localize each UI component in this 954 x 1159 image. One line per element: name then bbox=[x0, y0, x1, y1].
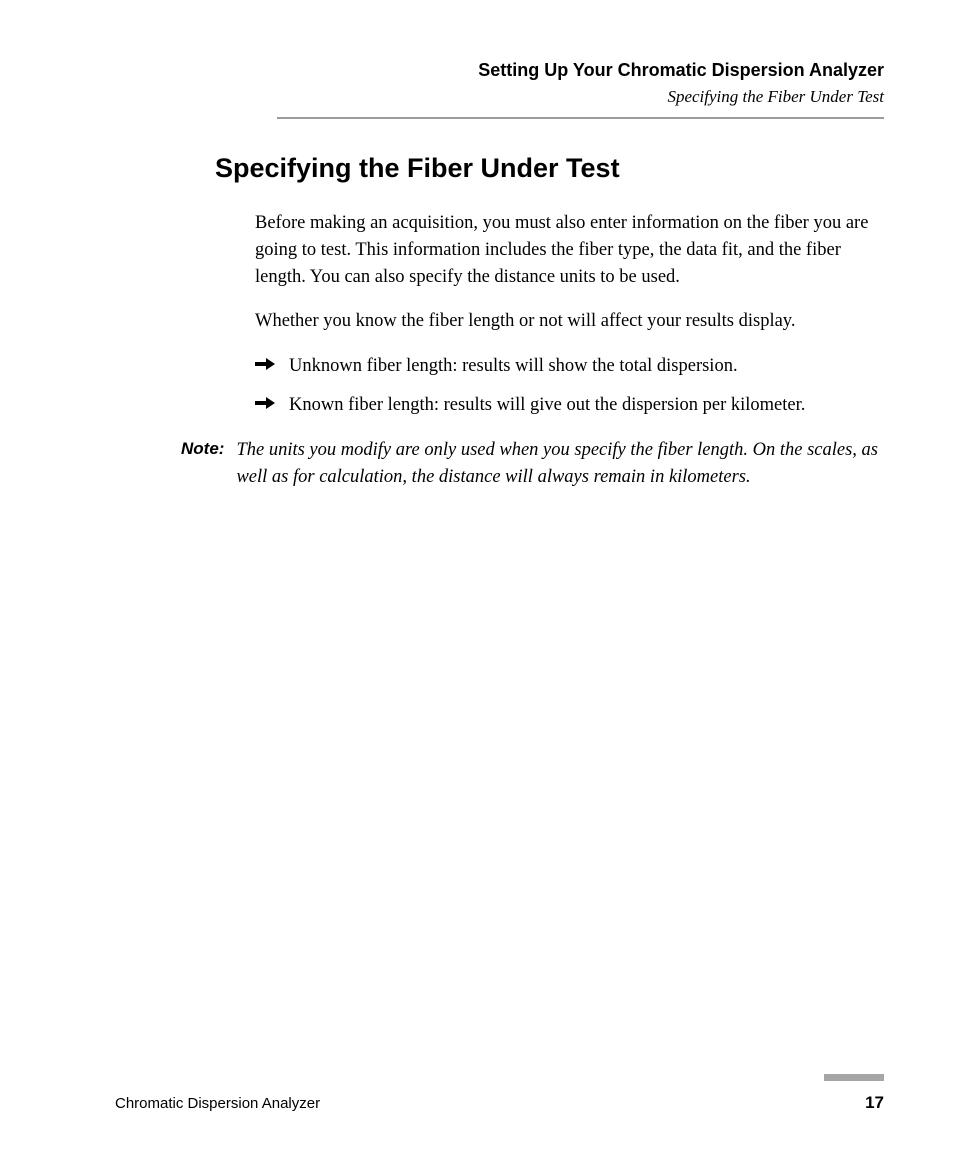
page: Setting Up Your Chromatic Dispersion Ana… bbox=[0, 0, 954, 1159]
body-block: Before making an acquisition, you must a… bbox=[255, 210, 884, 419]
list-item: Known fiber length: results will give ou… bbox=[255, 392, 884, 419]
page-number: 17 bbox=[865, 1093, 884, 1113]
paragraph: Before making an acquisition, you must a… bbox=[255, 210, 884, 290]
note-label: Note: bbox=[181, 437, 224, 459]
header-rule bbox=[277, 117, 884, 119]
section-subtitle: Specifying the Fiber Under Test bbox=[115, 87, 884, 107]
arrow-icon bbox=[255, 357, 275, 371]
chapter-title: Setting Up Your Chromatic Dispersion Ana… bbox=[115, 60, 884, 81]
list-item: Unknown fiber length: results will show … bbox=[255, 353, 884, 380]
footer-line: Chromatic Dispersion Analyzer 17 bbox=[115, 1093, 884, 1113]
note-block: Note: The units you modify are only used… bbox=[181, 437, 884, 491]
list-item-text: Unknown fiber length: results will show … bbox=[289, 356, 738, 376]
footer-doc-title: Chromatic Dispersion Analyzer bbox=[115, 1095, 320, 1112]
bullet-list: Unknown fiber length: results will show … bbox=[255, 353, 884, 419]
section-heading: Specifying the Fiber Under Test bbox=[215, 153, 884, 184]
page-header: Setting Up Your Chromatic Dispersion Ana… bbox=[115, 60, 884, 107]
page-footer: Chromatic Dispersion Analyzer 17 bbox=[115, 1074, 884, 1113]
note-text: The units you modify are only used when … bbox=[236, 437, 884, 491]
paragraph: Whether you know the fiber length or not… bbox=[255, 308, 884, 335]
list-item-text: Known fiber length: results will give ou… bbox=[289, 395, 805, 415]
arrow-icon bbox=[255, 396, 275, 410]
footer-rule bbox=[824, 1074, 884, 1081]
